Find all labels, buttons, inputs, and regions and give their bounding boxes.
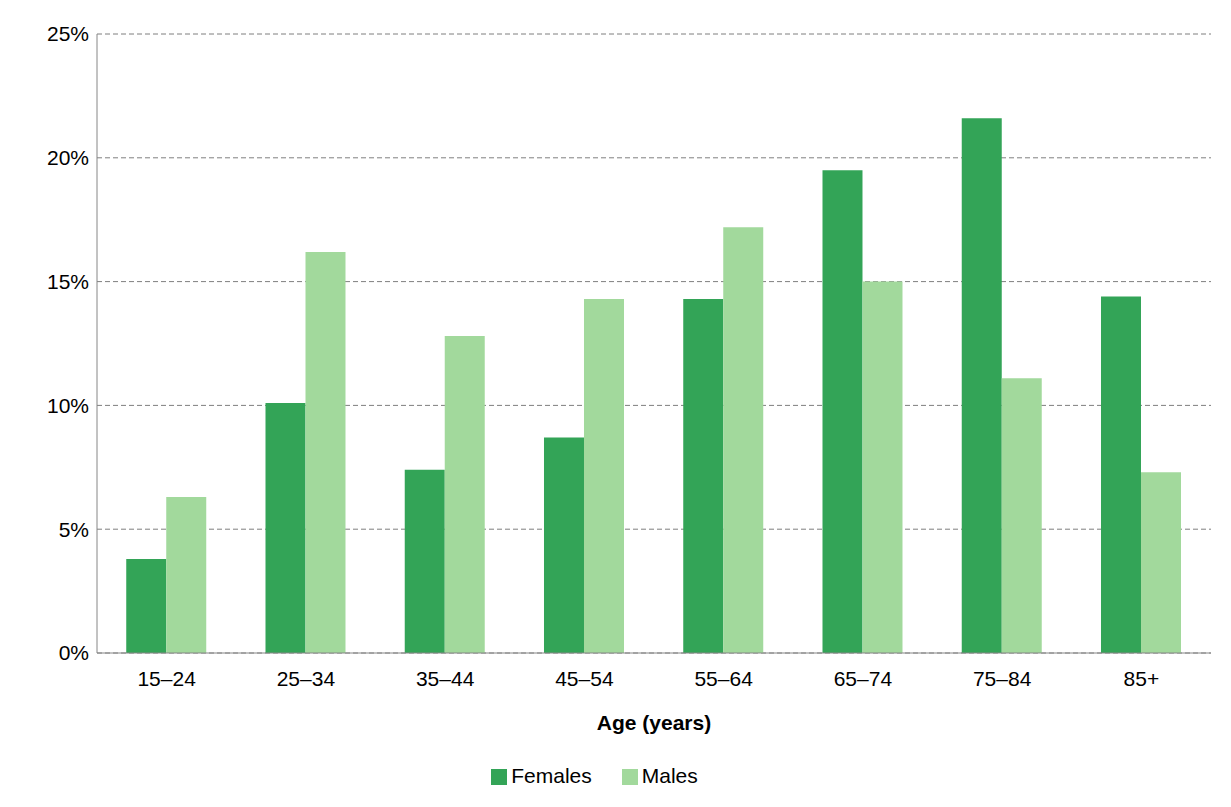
svg-text:55–64: 55–64 <box>694 667 753 690</box>
svg-text:10%: 10% <box>47 394 89 417</box>
svg-text:15–24: 15–24 <box>137 667 196 690</box>
svg-text:25%: 25% <box>47 22 89 45</box>
svg-text:Age (years): Age (years) <box>597 711 711 734</box>
svg-text:75–84: 75–84 <box>973 667 1032 690</box>
svg-text:5%: 5% <box>59 518 89 541</box>
svg-text:35–44: 35–44 <box>416 667 475 690</box>
svg-text:15%: 15% <box>47 270 89 293</box>
svg-text:20%: 20% <box>47 146 89 169</box>
svg-text:0%: 0% <box>59 641 89 664</box>
svg-text:85+: 85+ <box>1124 667 1160 690</box>
svg-text:45–54: 45–54 <box>555 667 614 690</box>
html-text:Males: Males <box>641 764 698 787</box>
svg-text:25–34: 25–34 <box>277 667 336 690</box>
svg-text:65–74: 65–74 <box>834 667 893 690</box>
html-text:Females: Females <box>511 764 592 787</box>
